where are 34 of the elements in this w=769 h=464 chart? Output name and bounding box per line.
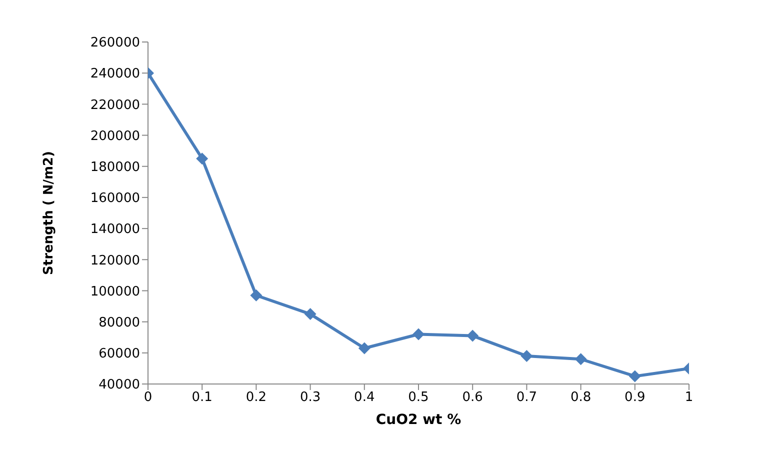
y-tick-label: 240000 (90, 66, 140, 82)
x-axis-title: CuO2 wt % (376, 412, 462, 428)
x-tick-label: 0.3 (300, 390, 321, 406)
x-tick-label: 0 (144, 390, 152, 406)
y-tick-label: 200000 (90, 128, 140, 144)
y-tick-label: 80000 (98, 315, 140, 330)
point (574, 353, 587, 366)
point (304, 308, 316, 320)
point (520, 350, 533, 362)
y-tick-label: 100000 (90, 284, 140, 300)
y-tick-label: 40000 (98, 378, 140, 393)
point (250, 289, 262, 302)
x-tick-label: 0.4 (354, 390, 375, 406)
x-tick-label: 0.5 (408, 390, 429, 406)
point (196, 152, 208, 165)
x-tick-label: 0.8 (570, 390, 592, 406)
x-tick-label: 0.6 (462, 390, 483, 406)
y-axis-title: Strength ( N/m2) (42, 151, 57, 275)
y-tick-label: 160000 (90, 191, 140, 206)
point (358, 342, 370, 354)
x-tick-label: 0.7 (516, 390, 538, 406)
point (412, 328, 424, 340)
y-tick-label: 120000 (90, 253, 140, 268)
y-tick-label: 60000 (98, 346, 140, 362)
x-tick-label: 0.9 (624, 390, 646, 406)
x-tick-label: 1 (684, 390, 694, 406)
y-tick-label: 180000 (90, 160, 140, 175)
y-tick-label: 220000 (90, 98, 140, 113)
x-tick-label: 0.1 (192, 390, 212, 406)
point (466, 330, 479, 342)
point (628, 370, 641, 382)
y-tick-label: 260000 (90, 36, 140, 51)
x-tick-label: 0.2 (246, 390, 267, 406)
y-tick-label: 140000 (90, 222, 140, 238)
